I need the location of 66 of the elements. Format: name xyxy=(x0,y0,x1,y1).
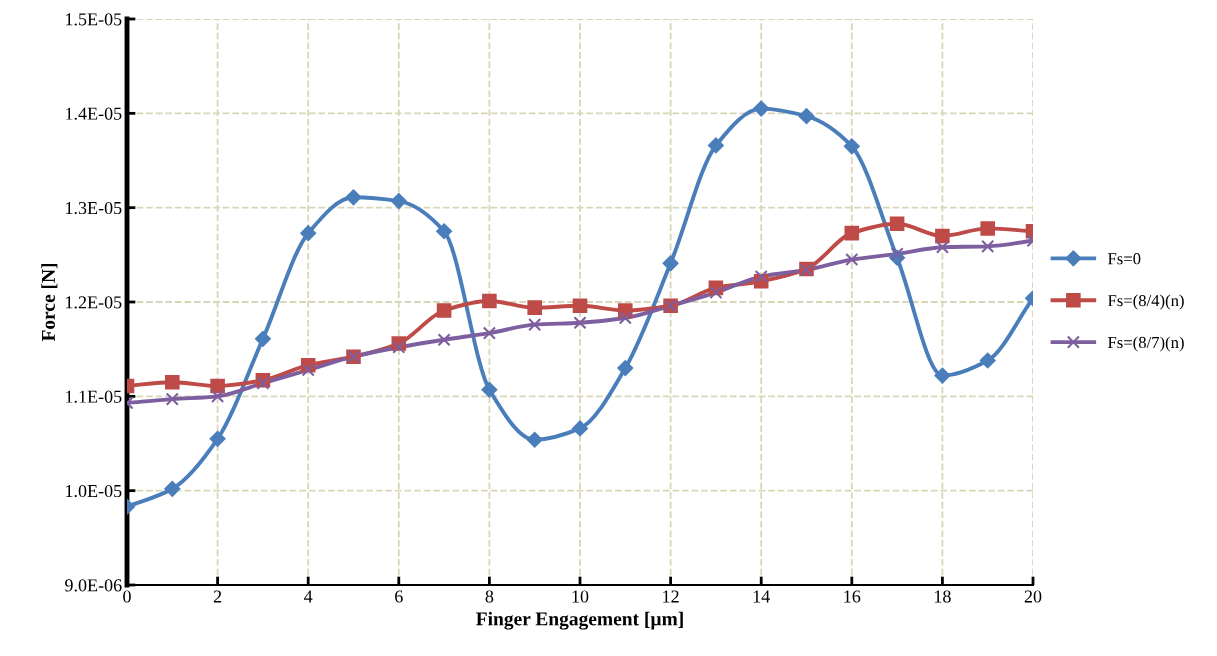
x-tick-label: 2 xyxy=(213,590,222,603)
x-tick-label: 12 xyxy=(663,590,679,603)
x-tick-label: 8 xyxy=(485,590,494,603)
point xyxy=(436,303,452,318)
point xyxy=(527,300,542,315)
point xyxy=(526,431,543,448)
point xyxy=(345,189,362,206)
legend-label: Fs=0 xyxy=(1108,253,1141,265)
point xyxy=(392,340,406,354)
point xyxy=(753,100,770,117)
point xyxy=(211,389,225,403)
y-tick-label: 1.2E-05 xyxy=(66,296,122,309)
x-tick-label: 18 xyxy=(934,590,951,603)
point xyxy=(707,137,724,154)
point xyxy=(572,298,588,314)
y-tick-label: 1.1E-05 xyxy=(66,390,122,403)
x-tick-label: 6 xyxy=(395,590,403,603)
point xyxy=(210,378,225,394)
point xyxy=(528,318,542,332)
x-tick-label: 20 xyxy=(1024,590,1042,603)
point xyxy=(254,330,271,347)
point xyxy=(662,255,679,272)
point xyxy=(436,223,453,240)
point xyxy=(437,333,451,347)
point xyxy=(572,420,588,437)
point xyxy=(980,221,995,236)
y-axis-title: Force [N] xyxy=(41,263,58,342)
point xyxy=(798,108,815,125)
x-axis-title: Finger Engagement [µm] xyxy=(476,611,683,630)
point xyxy=(979,352,996,369)
y-tick-label: 1.5E-05 xyxy=(66,13,122,26)
x-tick-label: 14 xyxy=(753,590,770,603)
point xyxy=(300,225,317,242)
x-tick-label: 0 xyxy=(123,590,131,603)
x-tick-label: 16 xyxy=(844,590,861,603)
x-tick-label: 10 xyxy=(572,590,589,603)
point xyxy=(481,381,498,398)
y-tick-label: 1.0E-05 xyxy=(66,484,122,498)
point xyxy=(754,269,768,284)
y-tick-label: 1.4E-05 xyxy=(66,107,122,120)
point xyxy=(390,193,407,209)
point xyxy=(165,374,180,390)
y-tick-label: 1.3E-05 xyxy=(66,201,122,215)
point xyxy=(301,363,315,377)
point xyxy=(844,225,860,241)
y-tick-label: 9.0E-06 xyxy=(65,579,122,592)
point xyxy=(164,480,181,497)
point xyxy=(935,240,949,254)
legend-label: Fs=(8/7)(n) xyxy=(1108,336,1184,352)
point xyxy=(482,326,496,340)
point xyxy=(617,360,634,376)
point xyxy=(889,216,905,231)
point xyxy=(573,316,587,330)
point xyxy=(935,228,950,244)
point xyxy=(890,247,904,261)
point xyxy=(845,252,859,267)
point xyxy=(843,138,860,155)
legend-label: Fs=(8/4)(n) xyxy=(1108,294,1184,310)
point xyxy=(709,285,723,300)
point xyxy=(165,392,179,406)
x-tick-label: 4 xyxy=(304,590,313,603)
point xyxy=(482,293,497,309)
point xyxy=(209,430,226,447)
point xyxy=(981,239,995,253)
point xyxy=(618,311,632,325)
point xyxy=(934,367,951,384)
